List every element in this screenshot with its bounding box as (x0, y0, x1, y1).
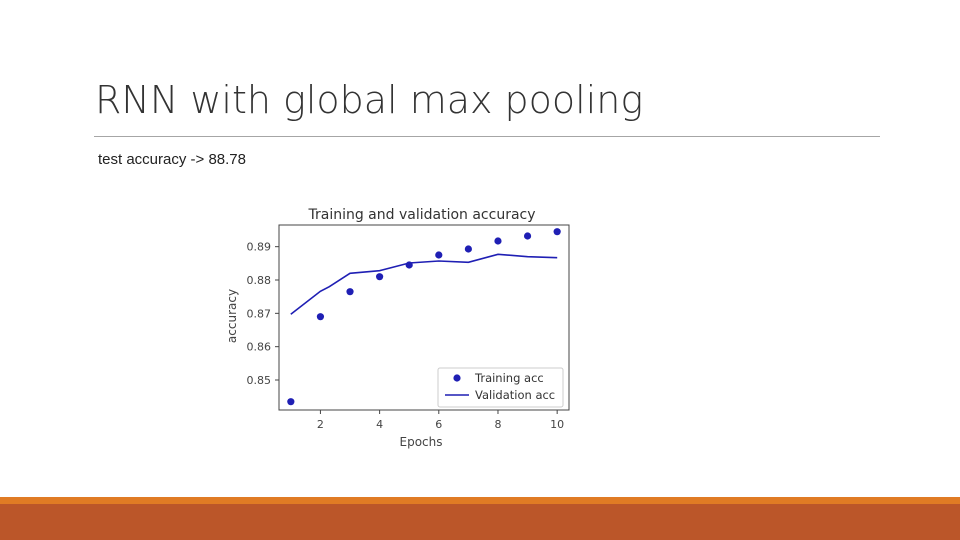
plot-frame (278, 224, 570, 411)
y-axis-label: accuracy (225, 289, 239, 343)
training-acc-point (287, 398, 295, 406)
training-acc-point (435, 251, 443, 259)
x-axis-label: Epochs (400, 435, 443, 449)
x-axis: 2 4 6 8 10 (317, 410, 564, 431)
training-acc-point (376, 273, 384, 281)
training-acc-point (405, 261, 413, 269)
series-layer (287, 228, 561, 406)
y-axis: 0.85 0.86 0.87 0.88 0.89 (247, 241, 279, 387)
training-acc-point (316, 313, 325, 321)
y-tick-label: 0.86 (247, 341, 272, 354)
footer-bar (0, 504, 960, 540)
chart-title: Training and validation accuracy (307, 207, 535, 223)
x-tick-label: 6 (435, 418, 442, 431)
test-accuracy-text: test accuracy -> 88.78 (98, 151, 246, 168)
legend-validation-label: Validation acc (475, 388, 555, 402)
x-tick-label: 8 (494, 418, 501, 431)
title-divider (94, 136, 880, 137)
accuracy-chart-svg: Training and validation accuracy 0.850.8… (225, 207, 570, 449)
y-tick-label: 0.89 (247, 241, 272, 254)
x-tick-label: 10 (550, 418, 564, 431)
legend-training-label: Training acc (474, 371, 544, 385)
x-tick-label: 2 (317, 418, 324, 431)
training-acc-point (494, 237, 502, 245)
accuracy-chart: Training and validation accuracy 0.85 0.8… (222, 198, 578, 454)
legend: Training acc Validation acc (437, 367, 564, 408)
y-tick-label: 0.87 (247, 307, 272, 320)
slide-title: RNN with global max pooling (95, 78, 644, 122)
y-tick-label: 0.85 (247, 374, 272, 387)
footer-accent-stripe (0, 497, 960, 504)
y-tick-label: 0.88 (247, 274, 272, 287)
training-acc-point (464, 245, 472, 253)
training-acc-point (523, 232, 532, 240)
legend-box (437, 367, 564, 408)
training-acc-point (346, 288, 354, 296)
training-acc-point (553, 228, 561, 236)
x-tick-label: 4 (376, 418, 383, 431)
validation-acc-line (290, 253, 558, 315)
legend-training-marker (453, 374, 461, 382)
